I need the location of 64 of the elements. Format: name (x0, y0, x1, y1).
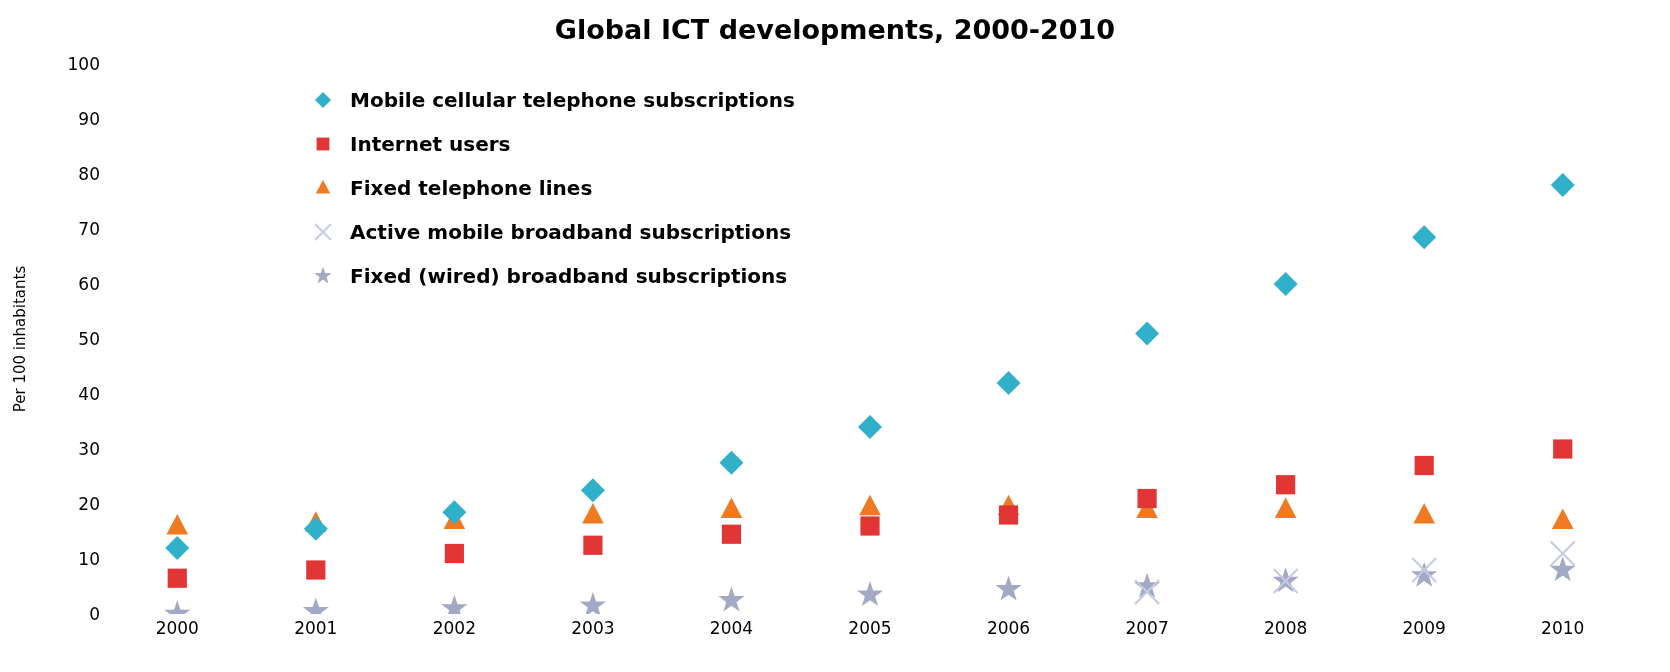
point (1550, 173, 1575, 197)
point (303, 516, 328, 541)
legend-label: Active mobile broadband subscriptions (350, 220, 792, 244)
x-tick-label: 2006 (986, 618, 1031, 639)
point (1137, 488, 1157, 509)
point (1134, 579, 1161, 605)
y-tick-label: 100 (67, 54, 100, 75)
point (1551, 508, 1574, 529)
point (582, 503, 604, 524)
point (996, 371, 1021, 395)
point (1553, 439, 1573, 459)
x-tick-label: 2005 (848, 618, 892, 639)
x-tick-label: 2007 (1125, 618, 1169, 639)
point (1414, 455, 1434, 476)
point (998, 505, 1019, 525)
point (718, 586, 745, 612)
point (721, 524, 742, 544)
point (306, 560, 326, 580)
y-tick-label: 70 (78, 219, 100, 240)
point (1413, 503, 1435, 524)
y-axis-title: Per 100 inhabitants (11, 265, 30, 413)
x-tick-label: 2000 (155, 618, 199, 639)
point (1412, 225, 1437, 250)
point (1549, 540, 1576, 567)
y-tick-label: 60 (78, 274, 100, 295)
point (1274, 497, 1297, 518)
x-tick-label: 2010 (1541, 618, 1585, 639)
point (1135, 321, 1160, 346)
point (995, 575, 1022, 601)
x-tick-label: 2009 (1402, 618, 1446, 639)
point (165, 536, 190, 560)
y-tick-label: 10 (78, 549, 100, 570)
point (1276, 475, 1296, 495)
point (720, 497, 743, 518)
legend-label: Fixed telephone lines (350, 176, 593, 200)
point (1549, 556, 1576, 582)
point (442, 500, 467, 525)
y-tick-label: 0 (89, 604, 100, 625)
x-tick-label: 2004 (709, 618, 754, 639)
point (858, 415, 882, 439)
legend-label: Mobile cellular telephone subscriptions (350, 88, 795, 112)
legend-label: Fixed (wired) broadband subscriptions (350, 264, 788, 288)
point (444, 543, 464, 564)
point (856, 580, 884, 606)
y-tick-label: 90 (78, 109, 100, 130)
chart-title: Global ICT developments, 2000-2010 (553, 13, 1117, 47)
point (860, 516, 880, 536)
legend-label: Internet users (350, 132, 511, 156)
point (580, 478, 605, 503)
x-tick-label: 2002 (432, 618, 476, 639)
y-tick-label: 30 (78, 439, 100, 460)
x-tick-label: 2003 (571, 618, 615, 639)
y-tick-label: 80 (78, 164, 100, 185)
point (1273, 272, 1298, 296)
y-tick-label: 50 (78, 329, 100, 350)
point (166, 514, 189, 535)
y-tick-label: 40 (78, 384, 100, 405)
point (719, 450, 744, 475)
point (167, 568, 187, 588)
x-tick-label: 2001 (294, 618, 338, 639)
point (859, 494, 881, 516)
y-tick-label: 20 (78, 494, 100, 515)
x-tick-label: 2008 (1264, 618, 1308, 639)
point (583, 535, 603, 555)
